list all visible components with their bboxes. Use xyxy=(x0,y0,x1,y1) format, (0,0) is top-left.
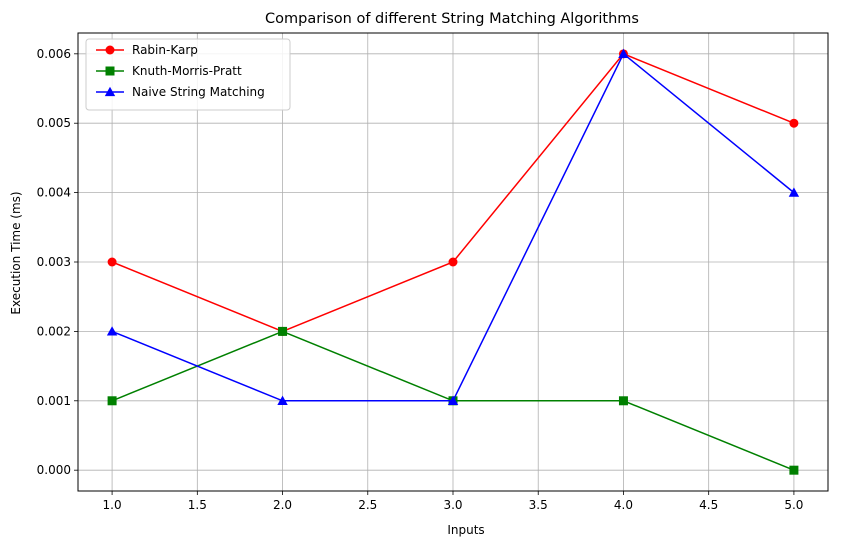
data-point-knuth-morris-pratt xyxy=(618,396,628,406)
legend-entry-label: Knuth-Morris-Pratt xyxy=(132,64,242,78)
data-point-naive-string-matching xyxy=(106,326,118,336)
x-tick-label: 4.0 xyxy=(614,498,633,512)
y-tick-label: 0.004 xyxy=(37,186,71,200)
x-tick-label: 1.5 xyxy=(188,498,207,512)
legend: Rabin-Karp Knuth-Morris-Pratt Naive String… xyxy=(85,38,291,111)
legend-marker xyxy=(105,66,115,76)
x-tick-label: 5.0 xyxy=(784,498,803,512)
data-point-naive-string-matching xyxy=(277,395,288,405)
series-layer xyxy=(106,48,800,475)
legend-marker xyxy=(104,86,116,97)
x-axis: 1.0 1.5 2.0 2.5 3.0 3.5 4.0 4.5 5.0 xyxy=(103,491,803,512)
legend-box xyxy=(85,38,291,111)
data-point-knuth-morris-pratt xyxy=(278,326,288,336)
data-point-naive-string-matching xyxy=(788,187,800,197)
y-tick-label: 0.006 xyxy=(37,47,71,61)
y-tick-label: 0.003 xyxy=(37,255,71,269)
data-point-knuth-morris-pratt xyxy=(107,396,117,406)
data-point-rabin-karp xyxy=(448,257,458,267)
data-point-naive-string-matching xyxy=(447,395,459,405)
x-tick-label: 1.0 xyxy=(103,498,122,512)
chart-title: Comparison of different String Matching … xyxy=(265,11,639,27)
y-tick-label: 0.002 xyxy=(37,324,71,338)
data-point-knuth-morris-pratt xyxy=(789,465,799,475)
y-tick-label: 0.005 xyxy=(37,116,71,130)
y-axis-label: Execution Time (ms) xyxy=(9,191,23,314)
data-point-rabin-karp xyxy=(107,257,117,267)
legend-entry-label: Naive String Matching xyxy=(132,85,265,99)
y-tick-label: 0.001 xyxy=(37,394,71,408)
x-axis-label: Inputs xyxy=(447,523,484,537)
y-tick-label: 0.000 xyxy=(37,463,71,477)
legend-entry-label: Rabin-Karp xyxy=(132,43,198,57)
x-tick-label: 4.5 xyxy=(699,498,718,512)
x-tick-label: 2.0 xyxy=(273,498,292,512)
series-naive-string-matching xyxy=(106,48,800,405)
x-tick-label: 3.5 xyxy=(529,498,548,512)
x-tick-label: 2.5 xyxy=(358,498,377,512)
data-point-rabin-karp xyxy=(789,118,799,128)
data-point-naive-string-matching xyxy=(618,48,629,58)
y-axis: 0.000 0.001 0.002 0.003 0.004 0.005 0.006 xyxy=(37,47,78,477)
x-tick-label: 3.0 xyxy=(443,498,462,512)
legend-marker xyxy=(105,45,115,55)
